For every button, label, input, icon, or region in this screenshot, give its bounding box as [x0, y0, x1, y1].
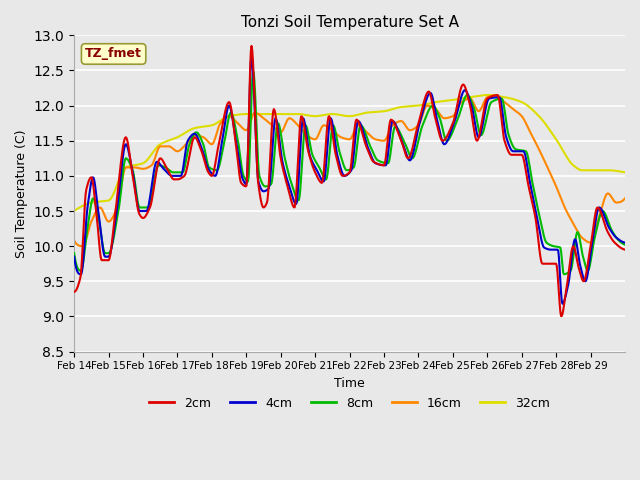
8cm	[560, 271, 568, 277]
4cm	[70, 254, 78, 260]
16cm	[621, 195, 629, 201]
4cm	[407, 156, 415, 162]
8cm	[70, 250, 78, 256]
32cm	[284, 111, 292, 117]
Legend: 2cm, 4cm, 8cm, 16cm, 32cm: 2cm, 4cm, 8cm, 16cm, 32cm	[144, 392, 555, 415]
2cm	[264, 192, 272, 197]
32cm	[70, 208, 78, 214]
32cm	[437, 98, 445, 104]
32cm	[264, 111, 271, 117]
2cm	[621, 247, 629, 252]
2cm	[557, 313, 565, 319]
4cm	[285, 182, 292, 188]
2cm	[285, 189, 292, 194]
Line: 32cm: 32cm	[74, 95, 625, 211]
Title: Tonzi Soil Temperature Set A: Tonzi Soil Temperature Set A	[241, 15, 459, 30]
Line: 16cm: 16cm	[74, 95, 625, 246]
16cm	[285, 116, 292, 121]
16cm	[438, 114, 445, 120]
Line: 2cm: 2cm	[74, 46, 625, 316]
4cm	[621, 240, 629, 245]
Text: TZ_fmet: TZ_fmet	[85, 48, 142, 60]
2cm	[407, 151, 415, 156]
32cm	[621, 169, 629, 175]
32cm	[236, 111, 244, 117]
8cm	[135, 204, 143, 209]
8cm	[438, 123, 445, 129]
4cm	[264, 186, 272, 192]
16cm	[407, 127, 415, 133]
32cm	[135, 162, 143, 168]
Line: 8cm: 8cm	[74, 71, 625, 274]
4cm	[559, 301, 566, 307]
32cm	[483, 92, 491, 98]
X-axis label: Time: Time	[334, 377, 365, 390]
16cm	[492, 92, 500, 98]
4cm	[248, 54, 255, 60]
32cm	[406, 103, 414, 109]
2cm	[70, 289, 78, 295]
2cm	[438, 137, 445, 143]
8cm	[285, 172, 292, 178]
16cm	[264, 119, 272, 125]
8cm	[236, 153, 244, 158]
16cm	[70, 238, 78, 243]
Line: 4cm: 4cm	[74, 57, 625, 304]
8cm	[264, 183, 272, 189]
16cm	[136, 166, 143, 171]
16cm	[79, 243, 86, 249]
Y-axis label: Soil Temperature (C): Soil Temperature (C)	[15, 129, 28, 258]
2cm	[236, 176, 244, 182]
8cm	[621, 242, 629, 248]
4cm	[135, 207, 143, 213]
2cm	[248, 43, 255, 49]
8cm	[249, 68, 257, 74]
8cm	[407, 155, 415, 160]
16cm	[237, 123, 244, 129]
2cm	[135, 210, 143, 216]
4cm	[236, 164, 244, 170]
4cm	[438, 137, 445, 143]
